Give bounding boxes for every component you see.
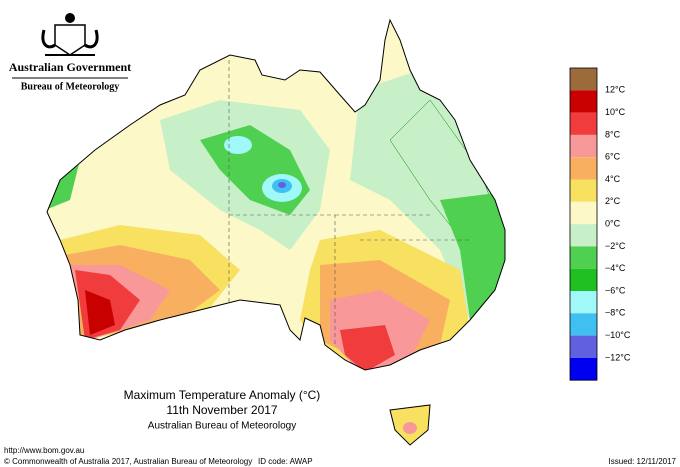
legend-swatch xyxy=(570,313,597,336)
legend-swatch xyxy=(570,134,597,158)
legend-swatch xyxy=(570,224,597,247)
legend-swatch xyxy=(570,268,597,291)
legend-label: −4°C xyxy=(605,263,626,273)
legend-label: 4°C xyxy=(605,174,621,184)
legend-swatch xyxy=(570,335,597,358)
legend-label: −12°C xyxy=(605,352,631,362)
legend-swatch xyxy=(570,90,597,113)
issued: Issued: 12/11/2017 xyxy=(609,457,677,466)
legend-swatch xyxy=(570,112,597,135)
legend-swatch xyxy=(570,357,597,381)
legend-label: 12°C xyxy=(605,85,626,95)
coat-of-arms xyxy=(41,13,99,56)
legend-label: 10°C xyxy=(605,107,626,117)
bureau: Bureau of Meteorology xyxy=(21,81,120,92)
legend-label: 0°C xyxy=(605,218,621,228)
copyright: © Commonwealth of Australia 2017, Austra… xyxy=(4,457,252,466)
legend-swatch xyxy=(570,246,597,269)
legend-frame xyxy=(569,67,598,381)
legend-label: 2°C xyxy=(605,196,621,206)
map-date: 11th November 2017 xyxy=(166,403,278,417)
id-code: ID code: AWAP xyxy=(258,457,313,466)
legend-label: −6°C xyxy=(605,285,626,295)
legend-swatch xyxy=(570,157,597,180)
legend-swatch xyxy=(570,68,597,91)
legend-swatch xyxy=(570,179,597,202)
legend-label: 8°C xyxy=(605,129,621,139)
legend: 12°C 10°C 8°C 6°C 4°C 2°C 0°C −2°C −4°C −6°C −8°C −… xyxy=(569,67,631,381)
url[interactable]: http://www.bom.gov.au xyxy=(4,446,84,455)
government: Australian Government xyxy=(9,60,131,74)
legend-label: −8°C xyxy=(605,308,626,318)
map-title: Maximum Temperature Anomaly (°C) xyxy=(124,388,321,402)
legend-label: −10°C xyxy=(605,330,631,340)
legend-label: −2°C xyxy=(605,241,626,251)
map-source: Australian Bureau of Meteorology xyxy=(148,421,296,432)
legend-swatch xyxy=(570,291,597,314)
legend-label: 6°C xyxy=(605,152,621,162)
legend-swatch xyxy=(570,201,597,225)
